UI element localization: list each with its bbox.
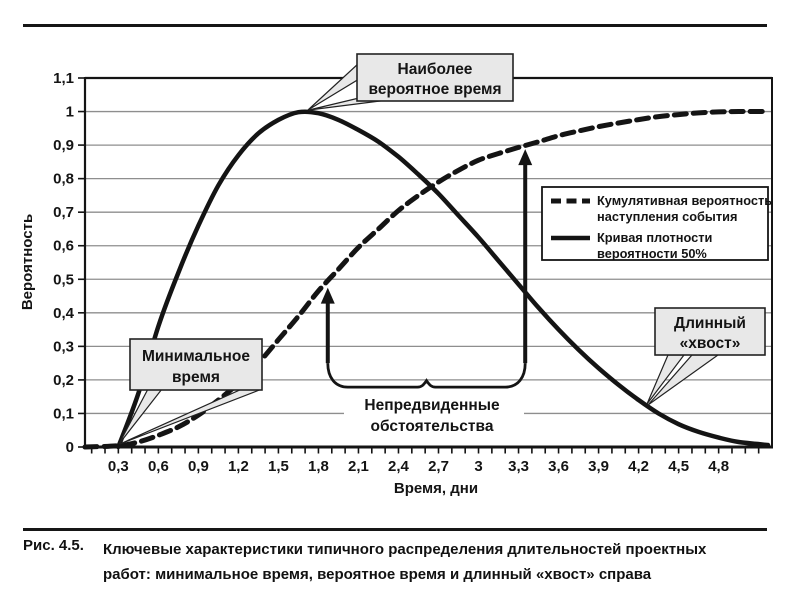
contingency-text-mask xyxy=(344,393,524,437)
y-tick-label: 0,4 xyxy=(53,305,75,322)
y-tick-label: 0 xyxy=(66,439,74,456)
legend-entry-cumulative-line1: Кумулятивная вероятность xyxy=(597,193,772,208)
figure-caption: Рис. 4.5. Ключевые характеристики типичн… xyxy=(23,537,748,587)
distribution-chart: 0 0,1 0,2 0,3 0,4 0,5 0,6 0,7 0,8 0,9 1 1,1 0,3 0,6 0,… xyxy=(19,53,773,497)
callout-long-tail-line1: Длинный xyxy=(674,315,746,332)
caption-rule xyxy=(23,528,767,531)
x-tick-label: 2,7 xyxy=(428,458,449,475)
caption-number: Рис. 4.5. xyxy=(23,537,84,554)
legend-frame xyxy=(541,186,769,261)
callout-minimum-time: Минимальное время xyxy=(118,338,263,445)
y-tick-label: 1 xyxy=(66,104,74,121)
x-tick-label: 1,2 xyxy=(228,458,249,475)
legend-entry-density-line2: вероятности 50% xyxy=(597,246,707,261)
callout-minimum-line1: Минимальное xyxy=(142,348,250,365)
callout-box xyxy=(356,53,514,102)
x-tick-label: 3,9 xyxy=(588,458,609,475)
contingency-arrows-layer xyxy=(320,149,533,389)
x-tick-label: 0,3 xyxy=(108,458,129,475)
legend-entry-cumulative-line2: наступления события xyxy=(597,209,737,224)
contingency-annotation: Непредвиденные обстоятельства xyxy=(344,393,524,437)
y-tick-label: 0,9 xyxy=(53,137,74,154)
y-tick-label: 0,1 xyxy=(53,405,74,422)
y-tick-label: 0,3 xyxy=(53,338,74,355)
y-tick-label: 0,7 xyxy=(53,204,74,221)
legend: Кумулятивная вероятность наступления соб… xyxy=(541,186,772,261)
y-tick-label: 0,8 xyxy=(53,171,74,188)
legend-entry-density-line1: Кривая плотности xyxy=(597,230,712,245)
x-axis-title: Время, дни xyxy=(394,480,478,497)
x-tick-label: 3 xyxy=(474,458,482,475)
callout-long-tail-line2: «хвост» xyxy=(680,335,741,352)
x-tick-label: 4,8 xyxy=(708,458,729,475)
grid-layer: 0 0,1 0,2 0,3 0,4 0,5 0,6 0,7 0,8 0,9 1 1,1 0,3 0,6 0,… xyxy=(53,70,773,475)
contingency-label-line1: Непредвиденные xyxy=(364,397,500,414)
x-tick-label: 1,5 xyxy=(268,458,289,475)
callout-most-likely-line1: Наиболее xyxy=(398,61,473,78)
x-tick-label: 0,9 xyxy=(188,458,209,475)
x-tick-label: 2,4 xyxy=(388,458,410,475)
y-tick-label: 0,6 xyxy=(53,238,74,255)
caption-text-line2: работ: минимальное время, вероятное врем… xyxy=(103,566,652,583)
x-tick-label: 0,6 xyxy=(148,458,169,475)
caption-text-line1: Ключевые характеристики типичного распре… xyxy=(103,541,707,558)
x-tick-label: 1,8 xyxy=(308,458,329,475)
x-tick-label: 2,1 xyxy=(348,458,369,475)
contingency-label-line2: обстоятельства xyxy=(371,418,494,435)
y-axis-title: Вероятность xyxy=(19,214,36,310)
x-tick-label: 4,5 xyxy=(668,458,689,475)
density-curve xyxy=(116,109,771,450)
y-tick-label: 1,1 xyxy=(53,70,74,87)
caption-text: Ключевые характеристики типичного распре… xyxy=(103,537,748,587)
callout-long-tail: Длинный «хвост» xyxy=(646,307,766,406)
callout-box xyxy=(654,307,766,356)
callout-tail-spike xyxy=(119,388,263,445)
x-tick-label: 3,3 xyxy=(508,458,529,475)
contingency-arrow-head xyxy=(518,149,533,166)
contingency-brace xyxy=(326,363,527,389)
callout-most-likely-line2: вероятное время xyxy=(369,81,502,98)
y-tick-label: 0,5 xyxy=(53,271,74,288)
y-tick-label: 0,2 xyxy=(53,372,74,389)
callout-minimum-line2: время xyxy=(172,369,220,386)
x-tick-label: 4,2 xyxy=(628,458,649,475)
callout-box xyxy=(129,338,263,391)
callout-most-likely-time: Наиболее вероятное время xyxy=(307,53,514,111)
top-rule xyxy=(23,24,767,27)
contingency-arrow-head xyxy=(320,287,335,304)
x-tick-label: 3,6 xyxy=(548,458,569,475)
